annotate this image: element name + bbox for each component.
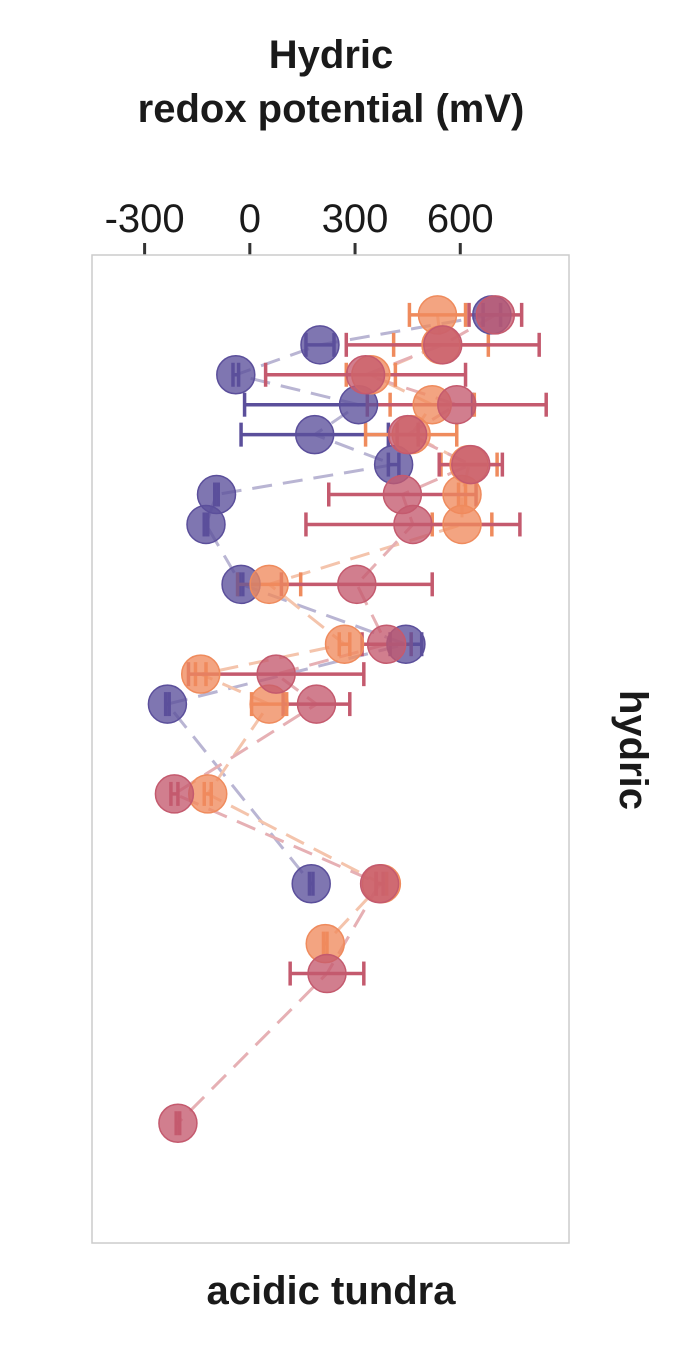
data-point: [216, 355, 256, 395]
x-axis-label: acidic tundra: [207, 1269, 457, 1313]
x-tick-label: 600: [427, 197, 494, 241]
plot-panel: [91, 254, 570, 1244]
data-point: [186, 504, 226, 545]
series-line: [171, 313, 497, 1125]
data-point: [324, 624, 365, 664]
data-point: [256, 654, 296, 694]
x-tick-label: 300: [322, 197, 389, 241]
data-point: [366, 624, 407, 664]
data-point: [442, 504, 482, 545]
data-point: [337, 564, 377, 605]
data-point: [187, 774, 228, 814]
data-point: [345, 355, 386, 395]
strip-label: hydric: [611, 690, 655, 810]
x-axis: -300 0 300 600: [105, 197, 494, 255]
data-point: [437, 384, 477, 425]
data-point: [300, 325, 340, 365]
data-point: [387, 414, 428, 455]
data-points: [147, 295, 516, 1143]
x-tick-label: -300: [105, 197, 185, 241]
data-point: [147, 684, 188, 724]
data-point: [393, 504, 433, 545]
data-point: [249, 564, 289, 605]
data-point: [359, 863, 400, 904]
chart-title-line2: redox potential (mV): [138, 87, 525, 131]
data-point: [291, 863, 331, 904]
data-point: [294, 414, 335, 455]
data-point: [180, 654, 221, 694]
chart-title-line1: Hydric: [269, 33, 394, 77]
data-point: [296, 684, 337, 724]
data-point: [451, 444, 491, 485]
x-tick-label: 0: [239, 197, 261, 241]
data-point: [475, 295, 516, 335]
data-point: [154, 774, 195, 814]
data-point: [422, 325, 463, 365]
data-point: [158, 1103, 198, 1143]
data-point: [307, 953, 347, 994]
plot-area: [147, 295, 548, 1143]
